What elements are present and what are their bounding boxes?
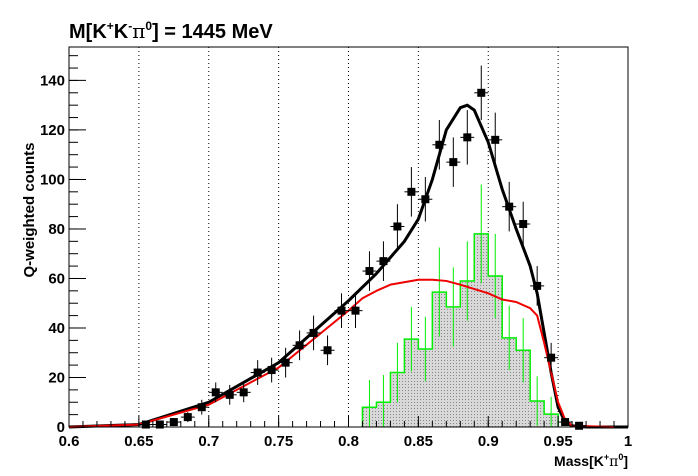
data-point <box>152 420 167 429</box>
data-point <box>250 360 265 385</box>
data-point <box>166 418 181 427</box>
data-point <box>390 204 405 249</box>
data-marker <box>141 420 150 429</box>
data-marker <box>183 413 192 422</box>
data-point <box>208 382 223 403</box>
data-marker <box>323 346 332 355</box>
x-tick-label: 0.75 <box>264 433 293 450</box>
data-point <box>404 167 419 217</box>
y-tick-label: 80 <box>48 221 65 238</box>
y-tick-label: 60 <box>48 270 65 287</box>
data-point <box>306 315 321 351</box>
data-marker <box>575 421 584 430</box>
background-fit-curve <box>68 278 615 428</box>
data-point <box>362 251 377 291</box>
data-point <box>460 110 475 165</box>
data-point <box>516 201 531 247</box>
x-axis-label: Mass[K+π0] <box>554 452 628 470</box>
data-point <box>278 347 293 378</box>
data-point <box>320 335 335 366</box>
data-marker <box>533 281 542 290</box>
data-marker <box>169 418 178 427</box>
data-marker <box>211 388 220 397</box>
data-point <box>264 357 279 383</box>
data-marker <box>379 257 388 266</box>
y-tick-label: 120 <box>40 122 65 139</box>
data-point <box>488 112 503 168</box>
fit-curves <box>68 103 628 429</box>
data-marker <box>295 341 304 350</box>
data-marker <box>505 202 514 211</box>
data-marker <box>267 366 276 375</box>
data-marker <box>239 388 248 397</box>
data-point <box>432 120 447 170</box>
data-marker <box>561 418 570 427</box>
data-marker <box>421 195 430 204</box>
y-axis-label: Q-weighted counts <box>21 143 38 278</box>
data-marker <box>477 88 486 97</box>
data-point <box>418 176 433 222</box>
data-marker <box>491 135 500 144</box>
y-tick-label: 100 <box>40 171 65 188</box>
data-point <box>222 384 237 405</box>
data-marker <box>547 353 556 362</box>
data-point <box>194 399 209 415</box>
data-point <box>502 181 517 232</box>
data-marker <box>519 220 528 229</box>
x-tick-label: 0.7 <box>198 433 219 450</box>
y-tick-label: 140 <box>40 72 65 89</box>
data-marker <box>463 133 472 142</box>
data-point <box>544 342 559 373</box>
data-point <box>292 330 307 361</box>
y-tick-label: 0 <box>57 419 65 436</box>
data-point <box>558 418 573 427</box>
data-point <box>138 420 153 429</box>
data-point <box>530 266 545 306</box>
y-tick-label: 20 <box>48 369 65 386</box>
data-point <box>334 293 349 328</box>
total-fit-curve <box>68 103 628 429</box>
x-tick-label: 0.85 <box>404 433 433 450</box>
data-point <box>236 382 251 403</box>
data-marker <box>155 420 164 429</box>
data-marker <box>309 328 318 337</box>
data-marker <box>393 222 402 231</box>
x-tick-label: 0.65 <box>124 433 153 450</box>
data-marker <box>435 140 444 149</box>
data-point <box>572 421 587 430</box>
x-tick-label: 0.9 <box>478 433 499 450</box>
axes: 0.6 0.65 0.7 0.75 0.8 0.85 0.9 0.95 1 0 20 40 60 80 10… <box>40 55 632 450</box>
data-marker <box>351 306 360 315</box>
x-tick-label: 1 <box>624 433 632 450</box>
signal-histogram <box>361 184 559 427</box>
data-marker <box>365 267 374 276</box>
data-point <box>348 293 363 328</box>
data-marker <box>449 158 458 167</box>
histogram-outline <box>361 233 559 427</box>
data-marker <box>281 358 290 367</box>
x-tick-label: 0.8 <box>338 433 359 450</box>
data-point <box>180 412 195 423</box>
x-tick-label: 0.6 <box>59 433 80 450</box>
data-point <box>376 241 391 281</box>
data-marker <box>225 390 234 399</box>
chart-title: M[K+K-π0] = 1445 MeV <box>69 19 273 43</box>
data-points <box>138 65 587 430</box>
data-point <box>446 137 461 187</box>
x-tick-label: 0.95 <box>544 433 573 450</box>
y-tick-label: 40 <box>48 320 65 337</box>
histogram-fill <box>362 233 559 427</box>
data-marker <box>197 403 206 412</box>
data-point <box>474 65 489 121</box>
data-marker <box>253 368 262 377</box>
data-marker <box>407 187 416 196</box>
data-marker <box>337 306 346 315</box>
